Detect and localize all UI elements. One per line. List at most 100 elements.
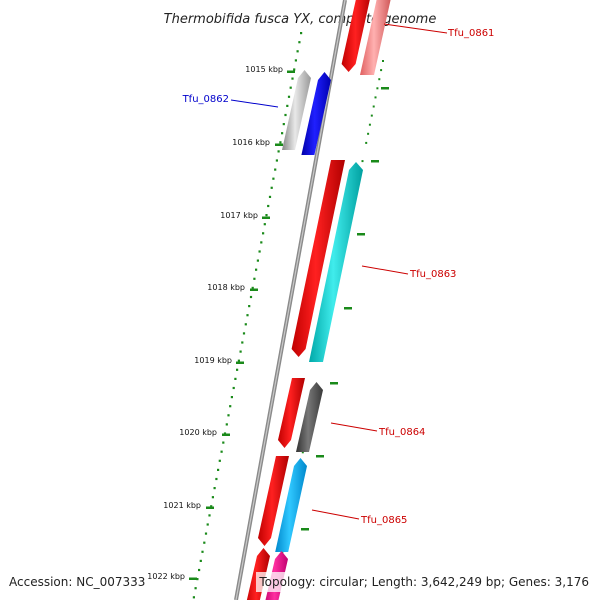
gene-label-text[interactable]: Tfu_0865 xyxy=(360,515,407,526)
ruler-dot xyxy=(222,441,225,444)
ruler-dot xyxy=(196,578,199,581)
ruler-dot xyxy=(262,232,265,235)
ruler-dot xyxy=(374,96,377,99)
ruler-dot xyxy=(244,323,247,326)
ruler-dot xyxy=(249,295,253,299)
ruler-dot xyxy=(286,104,289,107)
ruler-dot xyxy=(208,514,211,517)
ruler-dot xyxy=(289,86,292,89)
cds-arrow-tfu-0862-strand-b[interactable] xyxy=(301,72,331,155)
ruler-dot xyxy=(367,132,370,135)
position-tick xyxy=(287,70,295,73)
ruler-dot xyxy=(291,77,294,80)
cds-arrow-tfu-0861-strand-b[interactable] xyxy=(360,0,391,75)
ruler-dot xyxy=(298,41,301,44)
ruler-dot xyxy=(203,541,206,544)
ruler-dot xyxy=(237,359,240,362)
position-label-1020: 1020 kbp xyxy=(179,428,230,437)
position-tick xyxy=(206,506,214,509)
leader-line xyxy=(230,99,279,108)
ruler-dot xyxy=(296,50,299,53)
ruler-dot xyxy=(251,286,254,289)
cds-arrow-tfu-0864-strand-a[interactable] xyxy=(278,378,305,448)
cds-arrow-tfu-0865-strand-a[interactable] xyxy=(258,456,289,546)
ruler-dot xyxy=(192,596,195,599)
ruler-dot xyxy=(267,204,270,208)
position-label-1022: 1022 kbp xyxy=(147,572,197,581)
gene-label-tfu-0862[interactable]: Tfu_0862 xyxy=(182,94,279,108)
ruler-dot xyxy=(382,60,384,62)
gene-label-tfu-0864[interactable]: Tfu_0864 xyxy=(330,422,425,438)
position-label: 1015 kbp xyxy=(245,65,283,74)
ruler-dot xyxy=(279,141,282,144)
scale-tick xyxy=(316,455,324,458)
ruler-dot xyxy=(230,396,233,399)
ruler-dot xyxy=(206,523,209,526)
ruler-dot xyxy=(287,95,291,98)
leader-line xyxy=(330,422,378,432)
position-label: 1018 kbp xyxy=(207,283,245,292)
ruler-dot xyxy=(234,377,237,380)
ruler-dot xyxy=(274,168,277,171)
cds-arrow-tfu-0865-strand-b[interactable] xyxy=(275,458,307,552)
ruler-dot xyxy=(256,259,259,262)
ruler-dot xyxy=(272,177,275,180)
gene-label-tfu-0861[interactable]: Tfu_0861 xyxy=(383,23,494,39)
scale-tick xyxy=(381,87,389,90)
ruler-dot xyxy=(225,423,228,426)
gene-label-text[interactable]: Tfu_0861 xyxy=(447,28,494,39)
position-label: 1016 kbp xyxy=(232,138,270,147)
ruler-dot xyxy=(268,195,272,198)
map-title: Thermobifida fusca YX, complete genome xyxy=(164,12,437,27)
scale-tick xyxy=(330,382,338,385)
gene-label-text[interactable]: Tfu_0863 xyxy=(409,269,456,280)
position-tick xyxy=(236,361,244,364)
cds-layer xyxy=(246,0,391,600)
accession-text: Accession: NC_007333 xyxy=(9,575,145,589)
position-label: 1020 kbp xyxy=(179,428,217,437)
ruler-dot xyxy=(215,477,218,481)
ruler-dot xyxy=(293,68,296,71)
ruler-dot xyxy=(211,496,214,499)
scale-tick xyxy=(301,528,309,531)
ruler-dot xyxy=(239,350,242,353)
gene-label-text[interactable]: Tfu_0862 xyxy=(182,94,229,105)
ruler-dot xyxy=(194,587,197,590)
ruler-dot xyxy=(258,250,261,253)
scale-tick xyxy=(357,233,365,236)
ruler-dot xyxy=(294,59,297,62)
ruler-dot xyxy=(368,123,371,126)
leader-line xyxy=(361,265,409,275)
leader-line xyxy=(311,509,360,520)
position-label-1016: 1016 kbp xyxy=(232,138,283,147)
ruler-dot xyxy=(372,105,375,108)
footer-backdrop xyxy=(256,572,592,592)
ruler-dot xyxy=(201,550,204,553)
position-tick xyxy=(189,577,197,580)
cds-arrow-tfu-0863-strand-a[interactable] xyxy=(291,160,345,357)
position-tick xyxy=(250,288,258,291)
position-label: 1022 kbp xyxy=(147,572,185,581)
ruler-dot xyxy=(263,223,266,226)
scale-tick xyxy=(371,160,379,163)
gene-label-tfu-0863[interactable]: Tfu_0863 xyxy=(361,265,456,280)
ruler-dot xyxy=(376,87,379,90)
ruler-dot xyxy=(260,241,263,244)
scale-tick xyxy=(344,307,352,310)
ruler-dot xyxy=(378,78,381,81)
ruler-dot xyxy=(242,332,246,335)
position-label: 1017 kbp xyxy=(220,211,258,220)
gene-label-text[interactable]: Tfu_0864 xyxy=(378,427,425,438)
ruler-dot xyxy=(275,159,278,162)
cds-arrow-tfu-0863-strand-b[interactable] xyxy=(309,162,363,362)
ruler-dot xyxy=(365,141,368,144)
ruler-dot xyxy=(277,150,280,153)
gene-label-tfu-0865[interactable]: Tfu_0865 xyxy=(311,509,407,526)
position-label-1017: 1017 kbp xyxy=(220,211,270,220)
genome-summary-text: Topology: circular; Length: 3,642,249 bp… xyxy=(258,575,589,589)
ruler-dot xyxy=(210,505,213,508)
cds-arrow-tfu-0862-strand-a[interactable] xyxy=(282,70,311,150)
cds-arrow-tfu-0864-strand-b[interactable] xyxy=(296,382,323,452)
cds-arrow-tfu-0861-strand-a[interactable] xyxy=(341,0,372,72)
